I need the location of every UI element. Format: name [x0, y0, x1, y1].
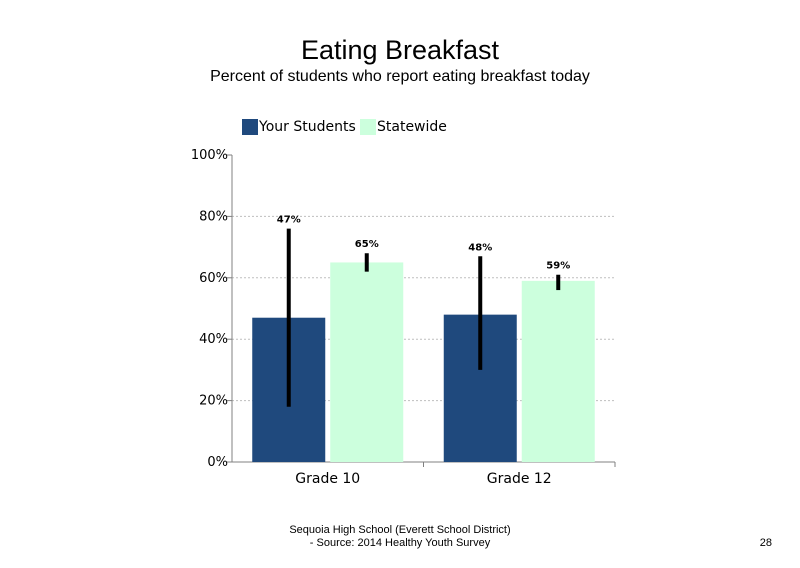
data-label: 59% — [546, 261, 570, 272]
y-tick-label: 0% — [207, 455, 228, 470]
y-tick-label: 20% — [199, 394, 228, 409]
y-tick-label: 80% — [199, 209, 228, 224]
y-tick-label: 40% — [199, 332, 228, 347]
legend-label-statewide: Statewide — [377, 119, 447, 135]
data-label: 65% — [355, 239, 379, 250]
legend-swatch-statewide — [360, 119, 376, 135]
footer-survey-source: - Source: 2014 Healthy Youth Survey — [309, 537, 491, 549]
data-label: 48% — [468, 242, 492, 253]
x-category-label: Grade 10 — [295, 471, 360, 487]
footer-source: Sequoia High School (Everett School Dist… — [250, 524, 550, 550]
page-number: 28 — [759, 537, 772, 549]
legend-label-your-students: Your Students — [259, 119, 356, 135]
bar — [330, 262, 404, 462]
y-tick-label: 60% — [199, 271, 228, 286]
y-tick-label: 100% — [191, 148, 228, 163]
chart-title: Eating Breakfast — [300, 35, 500, 65]
legend-swatch-your-students — [242, 119, 258, 135]
footer-school: Sequoia High School (Everett School Dist… — [289, 524, 511, 536]
chart-subtitle: Percent of students who report eating br… — [210, 68, 590, 85]
bar — [521, 280, 595, 462]
data-label: 47% — [277, 215, 301, 226]
x-category-label: Grade 12 — [487, 471, 552, 487]
